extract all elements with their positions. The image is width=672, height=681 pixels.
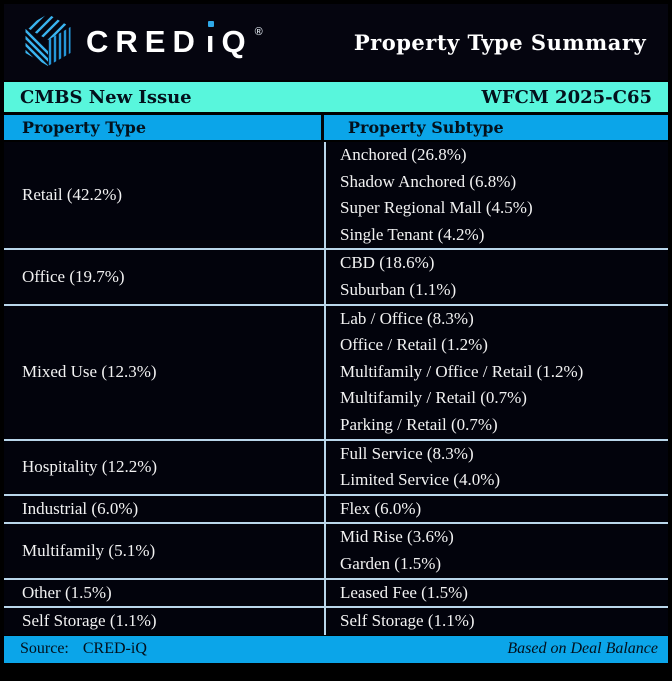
property-type-cell: Other (1.5%) — [22, 582, 112, 602]
source-value: CRED-iQ — [82, 640, 147, 658]
divider — [4, 634, 668, 636]
logo-i-dot — [207, 21, 214, 27]
deal-bar: CMBS New Issue WFCM 2025-C65 — [4, 82, 668, 112]
table-row: Mixed Use (12.3%) Lab / Office (8.3%) Offi… — [4, 303, 668, 439]
table-row: Retail (42.2%) Anchored (26.8%) Shadow Anc… — [4, 142, 668, 249]
property-subtype-value: Anchored (26.8%) — [340, 145, 467, 164]
table-row: Self Storage (1.1%) Self Storage (1.1%) — [4, 606, 668, 635]
divider — [4, 80, 668, 82]
property-type-cell: Multifamily (5.1%) — [22, 540, 156, 560]
property-subtype-value: Leased Fee (1.5%) — [340, 582, 468, 602]
source-attribution: Source: CRED-iQ — [20, 640, 147, 658]
property-subtype-value: Suburban (1.1%) — [340, 279, 457, 299]
column-header-property-subtype: Property Subtype — [348, 118, 504, 137]
property-subtype-cell: Lab / Office (8.3%) Office / Retail (1.2%… — [324, 305, 668, 439]
property-type-cell: Self Storage (1.1%) — [22, 611, 157, 631]
table-row: Hospitality (12.2%) Full Service (8.3%) Li… — [4, 438, 668, 494]
property-subtype-value: Office / Retail (1.2%) — [340, 335, 488, 355]
property-subtype-value: Limited Service (4.0%) — [340, 470, 501, 490]
property-subtype-value: Multifamily / Retail (0.7%) — [340, 388, 527, 408]
property-type-cell: Mixed Use (12.3%) — [22, 362, 157, 382]
property-subtype-value: Parking / Retail (0.7%) — [340, 414, 498, 434]
table-body: Retail (42.2%) Anchored (26.8%) Shadow Anc… — [4, 142, 668, 635]
property-type-cell: Retail (42.2%) — [22, 185, 123, 205]
property-subtype-value: Full Service (8.3%) — [340, 443, 474, 463]
property-subtype-value: Mid Rise (3.6%) — [340, 527, 454, 547]
property-subtype-cell: Mid Rise (3.6%) Garden (1.5%) — [324, 524, 668, 578]
property-subtype-value: Single Tenant (4.2%) — [340, 224, 485, 244]
property-subtype-cell: Flex (6.0%) — [324, 495, 668, 523]
property-subtype-cell: CBD (18.6%) Suburban (1.1%) — [324, 250, 668, 304]
source-bar: Source: CRED-iQ Based on Deal Balance — [4, 635, 668, 663]
table-row: Other (1.5%) Leased Fee (1.5%) — [4, 577, 668, 607]
property-subtype-cell: Anchored (26.8%) Shadow Anchored (6.8%) Su… — [324, 142, 668, 249]
page-title: Property Type Summary — [353, 29, 647, 55]
property-subtype-cell: Leased Fee (1.5%) — [324, 579, 668, 607]
divider — [4, 112, 668, 115]
cube-logo-icon — [22, 11, 74, 74]
property-subtype-value: Lab / Office (8.3%) — [340, 308, 474, 328]
table-row: Office (19.7%) CBD (18.6%) Suburban (1.1%) — [4, 248, 668, 304]
property-subtype-value: Flex (6.0%) — [340, 498, 422, 518]
property-subtype-value: Garden (1.5%) — [340, 553, 442, 573]
deal-type-label: CMBS New Issue — [20, 86, 192, 108]
property-subtype-cell: Full Service (8.3%) Limited Service (4.0%… — [324, 440, 668, 494]
property-type-cell: Office (19.7%) — [22, 266, 125, 286]
table-row: Industrial (6.0%) Flex (6.0%) — [4, 493, 668, 523]
property-subtype-cell: Self Storage (1.1%) — [324, 608, 668, 635]
table-header-row: Property Type Property Subtype — [4, 115, 668, 140]
deal-name-label: WFCM 2025-C65 — [481, 86, 652, 108]
property-type-cell: Hospitality (12.2%) — [22, 457, 158, 477]
table-row: Multifamily (5.1%) Mid Rise (3.6%) Garden … — [4, 522, 668, 578]
property-subtype-value: Super Regional Mall (4.5%) — [340, 198, 533, 218]
source-label: Source: — [20, 640, 69, 658]
column-header-property-type: Property Type — [4, 115, 324, 140]
basis-note: Based on Deal Balance — [507, 640, 658, 658]
divider — [4, 140, 668, 142]
property-type-cell: Industrial (6.0%) — [22, 499, 139, 519]
property-subtype-value: Shadow Anchored (6.8%) — [340, 171, 517, 191]
property-subtype-value: CBD (18.6%) — [340, 253, 435, 273]
property-subtype-value: Self Storage (1.1%) — [340, 611, 475, 631]
logo-cred-text: CRED — [86, 24, 202, 59]
property-subtype-value: Multifamily / Office / Retail (1.2%) — [340, 361, 584, 381]
registered-trademark: ® — [254, 26, 263, 38]
